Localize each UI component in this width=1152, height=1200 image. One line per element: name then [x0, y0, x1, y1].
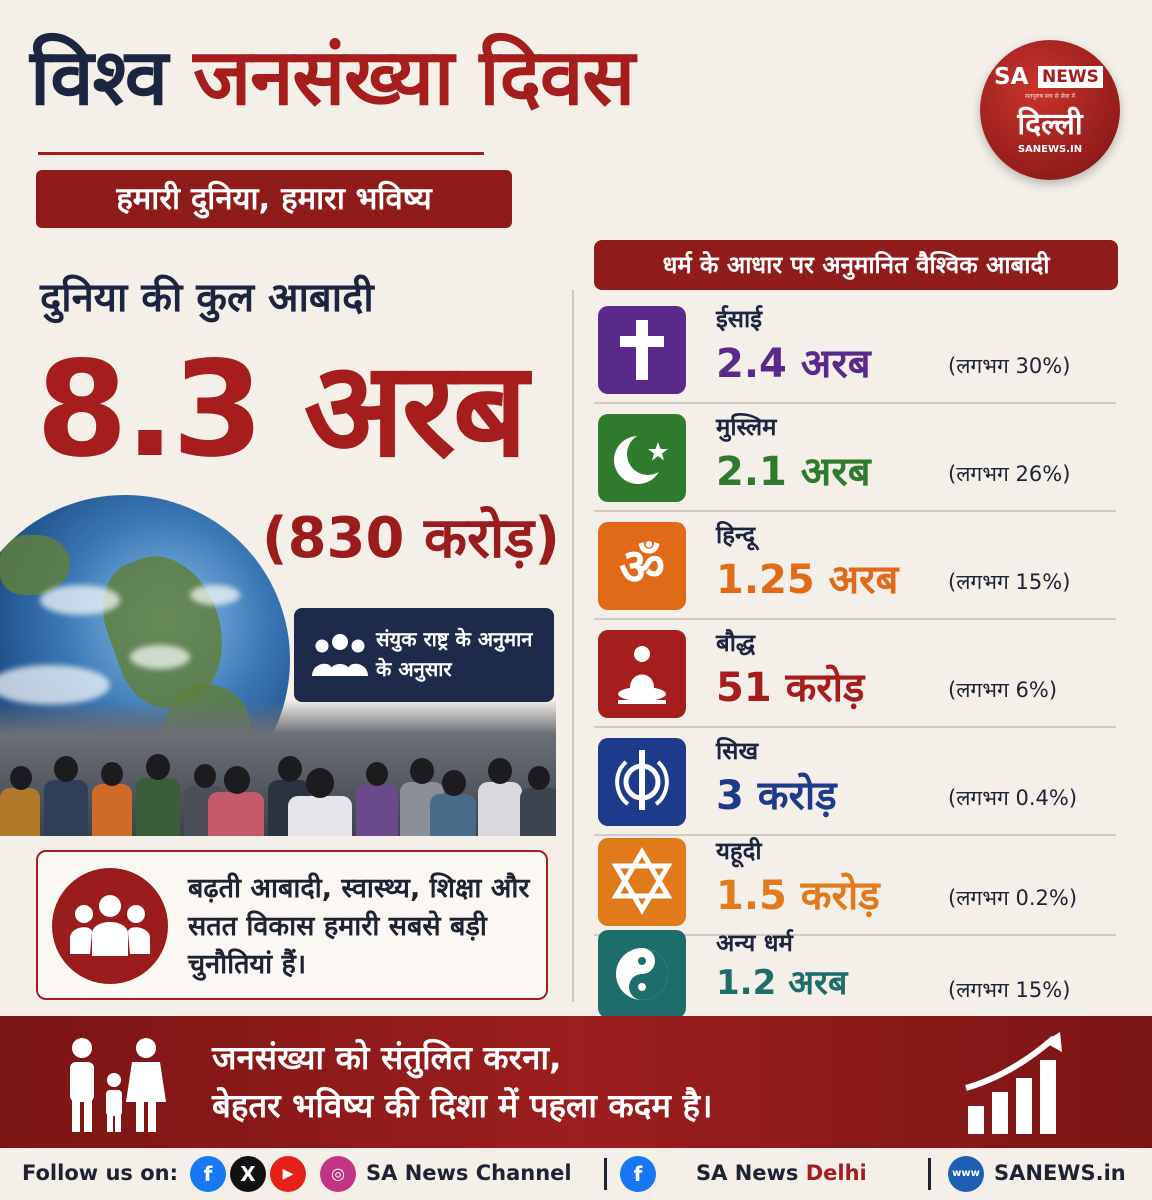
religion-row-buddhist: बौद्ध 51 करोड़ (लगभग 6%) — [594, 620, 1116, 728]
religion-name: मुस्लिम — [716, 413, 777, 441]
logo-tagline: सतपुरुष सच से सेवा में — [1024, 93, 1076, 100]
religion-row-jewish: यहूदी 1.5 करोड़ (लगभग 0.2%) — [594, 828, 1116, 936]
religion-row-christian: ईसाई 2.4 अरब (लगभग 30%) — [594, 296, 1116, 404]
title-word-2: जनसंख्या दिवस — [193, 33, 635, 123]
yin-yang-icon — [598, 930, 686, 1018]
cross-icon — [598, 306, 686, 394]
subtitle-banner: हमारी दुनिया, हमारा भविष्य — [36, 170, 512, 228]
religion-percent: (लगभग 30%) — [948, 354, 1071, 378]
religion-value: 1.2 अरब — [716, 963, 848, 1003]
population-label: दुनिया की कुल आबादी — [40, 275, 374, 321]
footer-line-1: जनसंख्या को संतुलित करना, — [212, 1038, 562, 1077]
un-estimate-text: संयुक राष्ट्र के अनुमान के अनुसार — [376, 627, 533, 681]
religion-row-sikh: सिख 3 करोड़ (लगभग 0.4%) — [594, 728, 1116, 836]
buddha-icon — [598, 630, 686, 718]
logo-news: NEWS — [1038, 66, 1103, 88]
om-icon: ॐ — [598, 522, 686, 610]
religion-percent: (लगभग 0.4%) — [948, 786, 1078, 810]
column-divider — [572, 290, 574, 1002]
religion-percent: (लगभग 6%) — [948, 678, 1058, 702]
facebook-icon[interactable]: f — [190, 1156, 226, 1192]
challenge-callout: बढ़ती आबादी, स्वास्थ्य, शिक्षा और सतत वि… — [36, 850, 548, 1000]
un-estimate-badge: संयुक राष्ट्र के अनुमान के अनुसार — [294, 608, 554, 702]
sa-news-delhi-logo[interactable]: SA NEWS सतपुरुष सच से सेवा में दिल्ली SA… — [980, 40, 1120, 180]
religion-name: हिन्दू — [716, 521, 756, 549]
khanda-icon — [598, 738, 686, 826]
globe-icon: www — [948, 1156, 984, 1192]
x-icon[interactable]: X — [230, 1156, 266, 1192]
religion-name: अन्य धर्म — [716, 929, 793, 957]
social-bar: Follow us on: f X ▶ ◎ SA News Channel f … — [0, 1148, 1152, 1200]
religion-value: 2.4 अरब — [716, 341, 871, 387]
religion-value: 1.25 अरब — [716, 557, 899, 603]
religion-section-header: धर्म के आधार पर अनुमानित वैश्विक आबादी — [594, 240, 1118, 290]
population-value: 8.3 अरब — [36, 333, 528, 487]
title-divider — [38, 152, 484, 155]
family-icon — [70, 1038, 166, 1132]
logo-sa: SA — [994, 64, 1029, 90]
footer-message: जनसंख्या को संतुलित करना, बेहतर भविष्य क… — [212, 1034, 912, 1130]
growth-chart-icon — [965, 1032, 1062, 1134]
religion-value: 51 करोड़ — [716, 665, 865, 711]
religion-row-other: अन्य धर्म 1.2 अरब (लगभग 15%) — [594, 920, 1116, 1026]
youtube-icon[interactable]: ▶ — [270, 1156, 306, 1192]
logo-city: दिल्ली — [1017, 107, 1083, 142]
religion-name: बौद्ध — [716, 629, 756, 657]
footer-banner: जनसंख्या को संतुलित करना, बेहतर भविष्य क… — [0, 1016, 1152, 1148]
website-label[interactable]: SANEWS.in — [994, 1161, 1126, 1185]
population-crore: (830 करोड़) — [262, 506, 560, 571]
follow-label: Follow us on: — [22, 1161, 178, 1185]
religion-percent: (लगभग 0.2%) — [948, 886, 1078, 910]
religion-row-muslim: मुस्लिम 2.1 अरब (लगभग 26%) — [594, 404, 1116, 512]
footer-line-2: बेहतर भविष्य की दिशा में पहला कदम है। — [212, 1086, 713, 1125]
delhi-prefix: SA News — [696, 1161, 799, 1185]
crescent-star-icon — [598, 414, 686, 502]
religion-name: ईसाई — [716, 305, 763, 333]
title-word-1: विश्व — [30, 33, 168, 123]
religion-value: 2.1 अरब — [716, 449, 871, 495]
page-title: विश्व जनसंख्या दिवस — [30, 28, 635, 128]
religion-name: सिख — [716, 737, 759, 765]
crowd-image — [0, 700, 556, 836]
logo-url: SANEWS.IN — [1017, 144, 1083, 155]
star-of-david-icon — [598, 838, 686, 926]
religion-name: यहूदी — [716, 837, 762, 865]
religion-percent: (लगभग 15%) — [948, 570, 1071, 594]
people-group-icon — [312, 634, 368, 676]
facebook-icon[interactable]: f — [620, 1156, 656, 1192]
delhi-suffix: Delhi — [805, 1161, 867, 1185]
challenge-text: बढ़ती आबादी, स्वास्थ्य, शिक्षा और सतत वि… — [188, 873, 530, 980]
religion-percent: (लगभग 15%) — [948, 978, 1071, 1002]
religion-value: 3 करोड़ — [716, 773, 837, 819]
religion-value: 1.5 करोड़ — [716, 873, 880, 919]
channel-label[interactable]: SA News Channel — [366, 1161, 572, 1185]
family-group-icon — [52, 868, 168, 984]
delhi-page-label[interactable]: SA News Delhi — [696, 1161, 867, 1185]
religion-row-hindu: ॐ हिन्दू 1.25 अरब (लगभग 15%) — [594, 512, 1116, 620]
instagram-icon[interactable]: ◎ — [320, 1156, 356, 1192]
religion-percent: (लगभग 26%) — [948, 462, 1071, 486]
svg-text:ॐ: ॐ — [619, 538, 665, 596]
